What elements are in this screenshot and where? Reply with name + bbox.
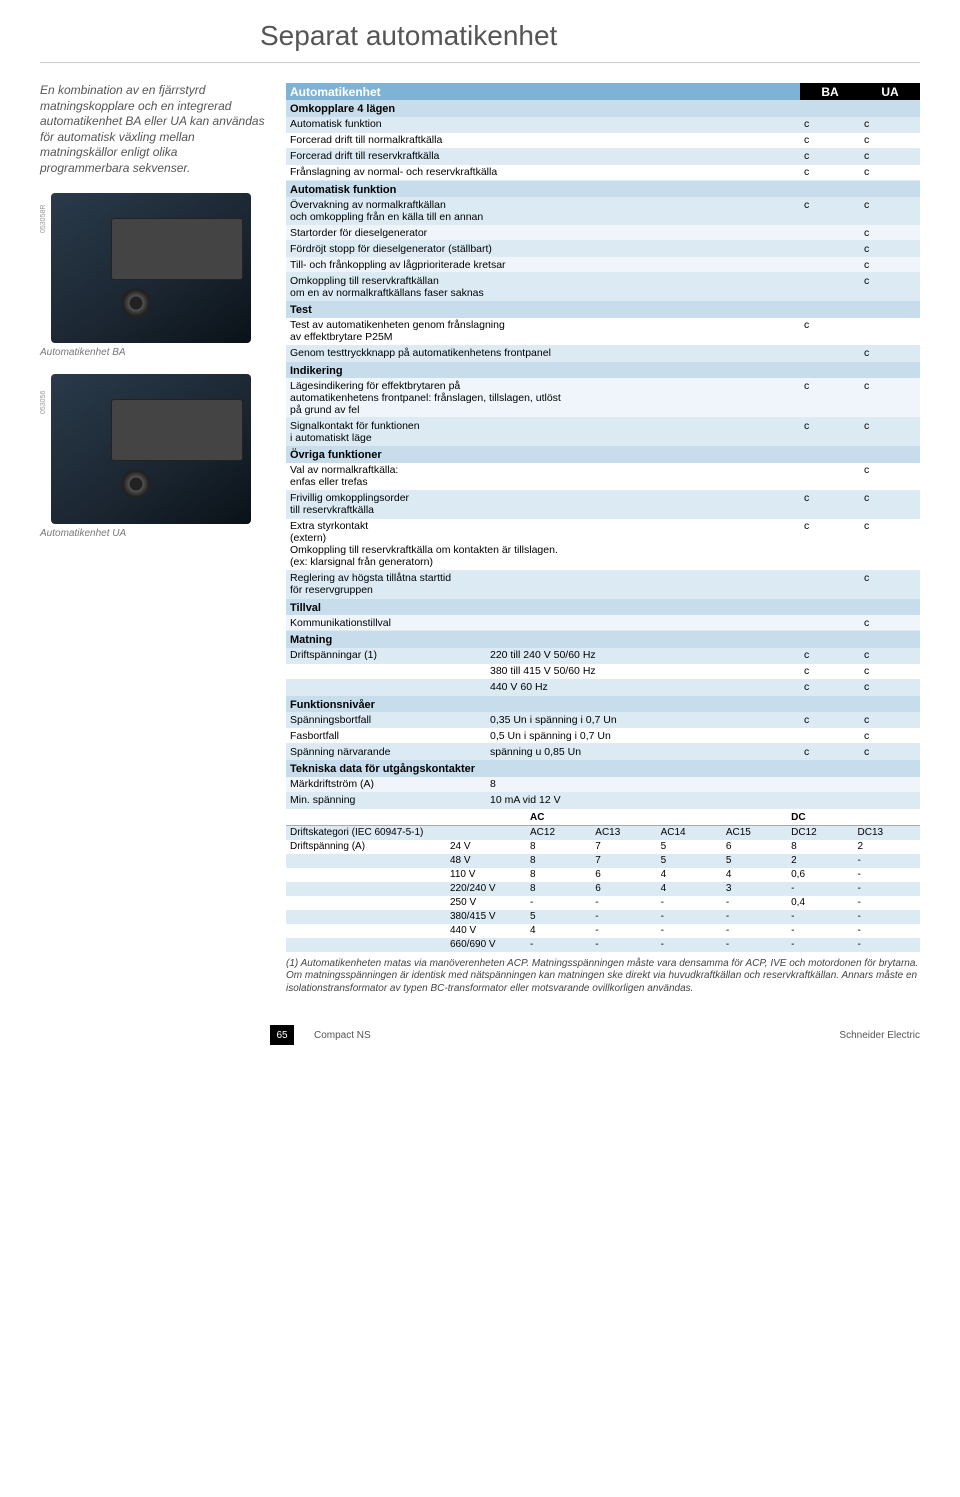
photo-ua [51,374,251,524]
left-column: En kombination av en fjärrstyrd matnings… [40,83,270,995]
hdr-ba: BA [800,83,860,100]
contacts-row: 380/415 V5----- [286,910,920,924]
col-dc: DC [787,811,920,826]
main-table: Automatikenhet BA UA Omkopplare 4 lägenA… [286,83,920,809]
table-row: Spänning närvarandespänning u 0,85 Uncc [286,744,920,760]
table-row: Min. spänning10 mA vid 12 V [286,792,920,808]
photo-caption-1: Automatikenhet BA [40,347,270,358]
contacts-row: 250 V----0,4- [286,896,920,910]
cat-label: Driftskategori (IEC 60947-5-1) [286,825,446,840]
table-row: Kommunikationstillvalc [286,615,920,631]
right-column: Automatikenhet BA UA Omkopplare 4 lägenA… [286,83,920,995]
hrule [40,62,920,63]
section-header: Övriga funktioner [286,446,920,463]
table-row: Reglering av högsta tillåtna starttidför… [286,570,920,598]
ac15: AC15 [722,825,787,840]
table-row: Till- och frånkoppling av lågprioriterad… [286,257,920,273]
table-row: Startorder för dieselgeneratorc [286,225,920,241]
table-row: Övervakning av normalkraftkällanoch omko… [286,197,920,225]
contacts-row: 110 V86440,6- [286,868,920,882]
contacts-row: 220/240 V8643-- [286,882,920,896]
page-number: 65 [270,1025,294,1045]
col-ac: AC [526,811,787,826]
photo-code-1: 053058R [40,193,47,233]
table-row: Signalkontakt för funktioneni automatisk… [286,418,920,446]
table-row: Spänningsbortfall0,35 Un i spänning i 0,… [286,712,920,728]
intro-text: En kombination av en fjärrstyrd matnings… [40,83,270,177]
ac12: AC12 [526,825,591,840]
section-header: Matning [286,631,920,648]
section-header: Omkopplare 4 lägen [286,100,920,117]
table-row: Test av automatikenheten genom frånslagn… [286,318,920,346]
footer-center: Compact NS [314,1030,371,1041]
contacts-cat-row: Driftskategori (IEC 60947-5-1) AC12 AC13… [286,825,920,840]
table-row: Omkoppling till reservkraftkällanom en a… [286,273,920,301]
footnote: (1) Automatikenheten matas via manöveren… [286,958,920,996]
section-header: Tillval [286,598,920,615]
photo-block-1: 053058R Automatikenhet BA [40,193,270,358]
footer-right: Schneider Electric [839,1030,920,1041]
photo-ba [51,193,251,343]
table-header-row: Automatikenhet BA UA [286,83,920,100]
table-row: Extra styrkontakt(extern)Omkoppling till… [286,518,920,570]
hdr-title: Automatikenhet [286,83,800,100]
table-row: Frånslagning av normal- och reservkraftk… [286,164,920,180]
table-row: Forcerad drift till reservkraftkällacc [286,148,920,164]
table-row: Lägesindikering för effektbrytaren påaut… [286,378,920,418]
table-row: Märkdriftström (A)8 [286,777,920,793]
photo-caption-2: Automatikenhet UA [40,528,270,539]
photo-code-2: 053056 [40,374,47,414]
contacts-row: Driftspänning (A)24 V875682 [286,840,920,854]
hdr-ua: UA [860,83,920,100]
contacts-table: AC DC Driftskategori (IEC 60947-5-1) AC1… [286,811,920,952]
section-header: Automatisk funktion [286,180,920,197]
table-row: Frivillig omkopplingsordertill reservkra… [286,490,920,518]
table-row: Driftspänningar (1)220 till 240 V 50/60 … [286,648,920,664]
table-row: Val av normalkraftkälla:enfas eller tref… [286,463,920,491]
dc13: DC13 [854,825,920,840]
contacts-row: 660/690 V------ [286,938,920,952]
content-wrap: En kombination av en fjärrstyrd matnings… [40,83,920,995]
ac14: AC14 [657,825,722,840]
table-row: Fasbortfall0,5 Un i spänning i 0,7 Unc [286,728,920,744]
section-header: Indikering [286,361,920,378]
page-title: Separat automatikenhet [260,20,920,52]
contacts-row: 48 V87552- [286,854,920,868]
table-row: 440 V 60 Hzcc [286,679,920,695]
contacts-row: 440 V4----- [286,924,920,938]
contacts-acdc-hdr: AC DC [286,811,920,826]
table-row: Automatisk funktioncc [286,117,920,133]
section-header: Test [286,301,920,318]
section-header: Funktionsnivåer [286,695,920,712]
table-row: Genom testtryckknapp på automatikenheten… [286,345,920,361]
ac13: AC13 [591,825,656,840]
footer: 65 Compact NS Schneider Electric [40,1025,920,1045]
table-row: Forcerad drift till normalkraftkällacc [286,132,920,148]
photo-block-2: 053056 Automatikenhet UA [40,374,270,539]
table-row: 380 till 415 V 50/60 Hzcc [286,663,920,679]
table-row: Fördröjt stopp för dieselgenerator (stäl… [286,241,920,257]
section-header: Tekniska data för utgångskontakter [286,760,920,777]
dc12: DC12 [787,825,853,840]
